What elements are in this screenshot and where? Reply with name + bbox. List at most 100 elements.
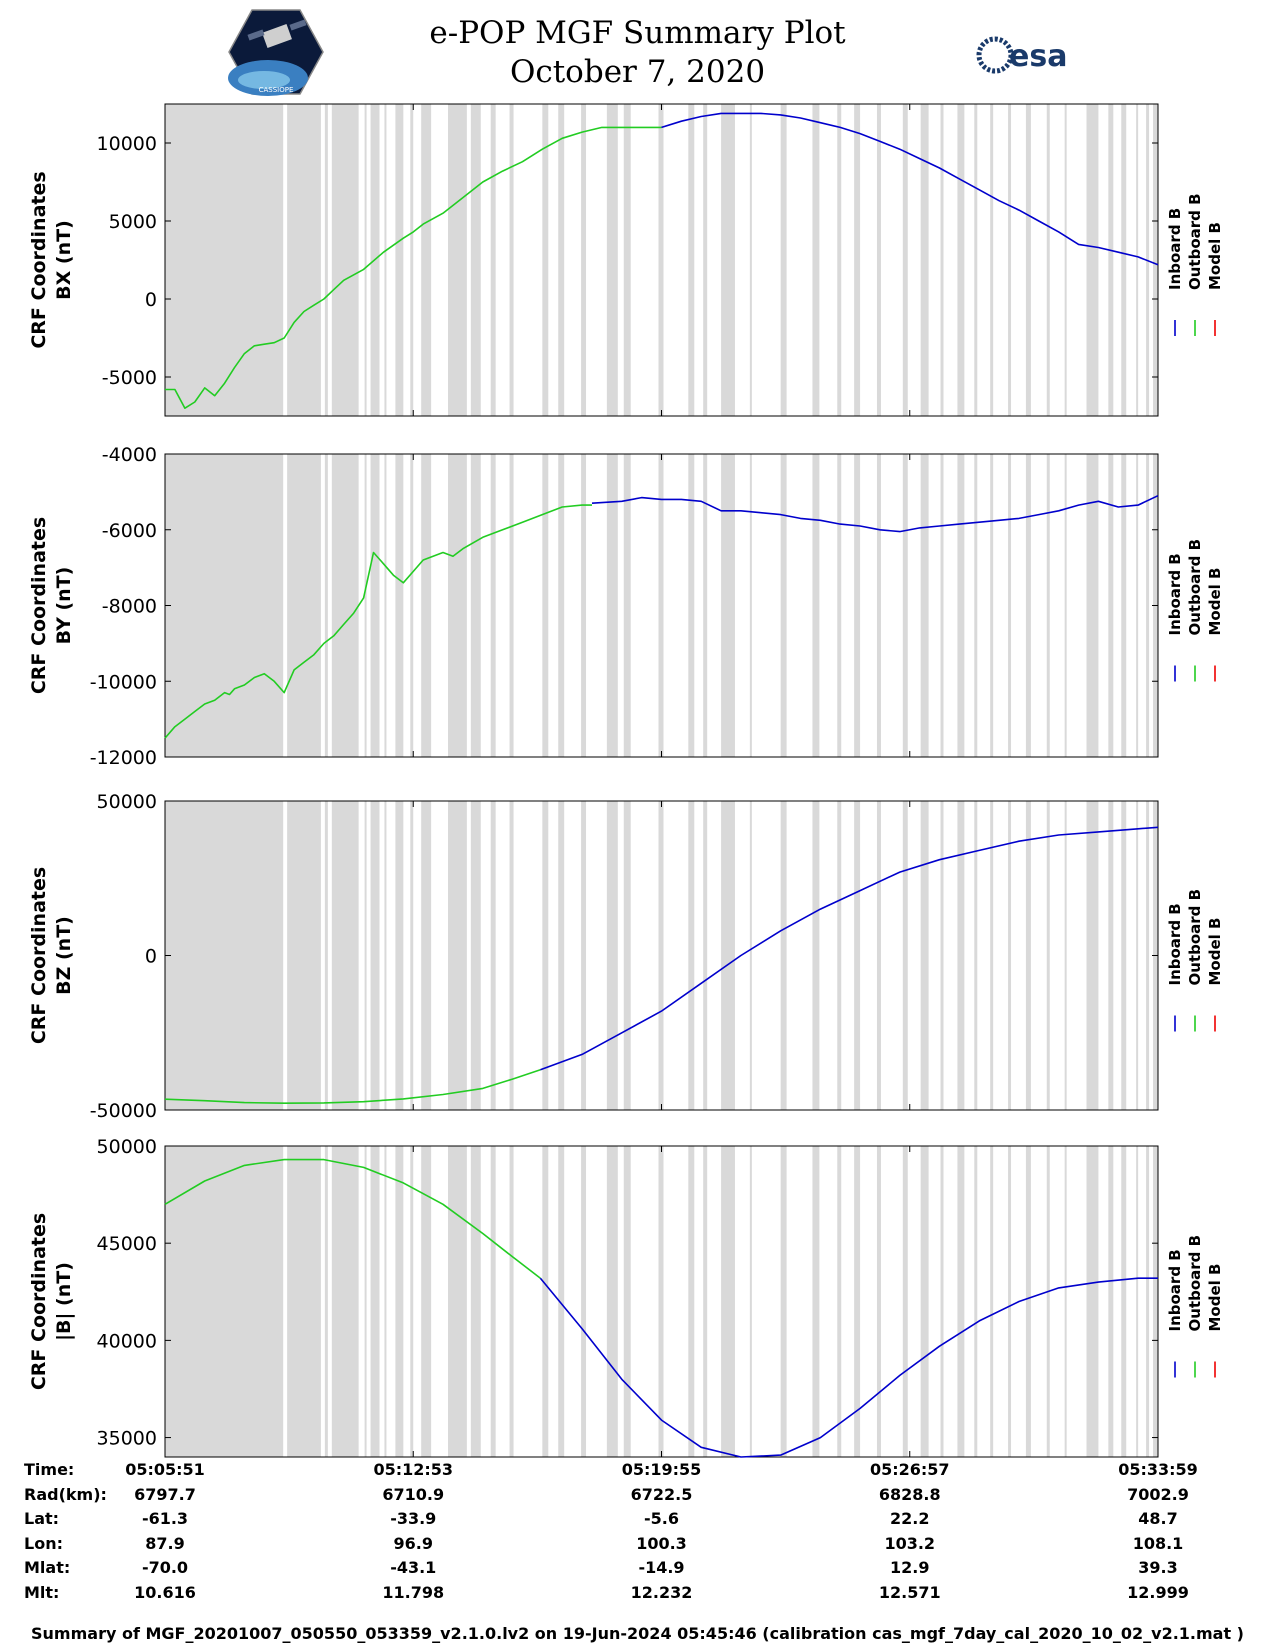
data-gap-band xyxy=(364,1146,367,1457)
legend-label-outboard-b: Outboard B xyxy=(1186,193,1204,290)
data-gap-band xyxy=(542,454,549,757)
data-gap-band xyxy=(421,1146,432,1457)
y-tick-label: -8000 xyxy=(102,596,157,618)
data-gap-band xyxy=(721,104,735,416)
cassiope-logo-text: CASSIOPE xyxy=(259,86,294,94)
data-gap-band xyxy=(920,104,929,416)
data-gap-band xyxy=(902,801,908,1110)
data-gap-band xyxy=(749,801,752,1110)
data-gap-band xyxy=(990,801,994,1110)
title-line-2: October 7, 2020 xyxy=(509,54,766,90)
info-cell: 6710.9 xyxy=(382,1484,445,1504)
y-tick-label: 40000 xyxy=(97,1330,157,1352)
data-gap-band xyxy=(658,801,664,1110)
legend-label-model-b: Model B xyxy=(1206,1264,1224,1332)
info-cell: -43.1 xyxy=(390,1558,437,1577)
info-cell: 39.3 xyxy=(1138,1558,1178,1577)
data-gap-band xyxy=(1046,801,1050,1110)
data-gap-band xyxy=(1121,104,1127,416)
data-gap-band xyxy=(749,104,752,416)
data-gap-band xyxy=(384,104,387,416)
data-gap-band xyxy=(1086,104,1099,416)
data-gap-band xyxy=(509,104,514,416)
data-gap-band xyxy=(165,454,284,757)
data-gap-band xyxy=(558,1146,565,1457)
info-row-label: Lon: xyxy=(24,1533,63,1553)
data-gap-band xyxy=(410,1146,414,1457)
data-gap-band xyxy=(558,104,565,416)
data-gap-band xyxy=(410,454,414,757)
info-cell: 05:12:53 xyxy=(373,1460,454,1479)
data-gap-band xyxy=(606,104,618,416)
data-gap-band xyxy=(324,454,328,757)
data-gap-band xyxy=(721,1146,735,1457)
panel-legend: Inboard B Outboard B Model B xyxy=(1166,193,1224,336)
info-row-label: Mlt: xyxy=(24,1582,60,1602)
data-gap-band xyxy=(581,1146,587,1457)
data-gap-band xyxy=(780,104,787,416)
data-gap-band xyxy=(165,104,284,416)
data-gap-band xyxy=(395,801,404,1110)
info-cell: 12.9 xyxy=(890,1558,930,1577)
data-gap-band xyxy=(1146,801,1150,1110)
data-gap-band xyxy=(974,454,978,757)
data-gap-band xyxy=(490,454,496,757)
data-gap-band xyxy=(703,454,708,757)
panel-legend: Inboard B Outboard B Model B xyxy=(1166,1235,1224,1378)
data-gap-band xyxy=(812,104,820,416)
series-inboard-b xyxy=(591,494,1159,533)
data-gap-band xyxy=(940,801,944,1110)
data-gap-band xyxy=(165,801,284,1110)
info-cell: 6828.8 xyxy=(878,1484,941,1504)
data-gap-band xyxy=(876,454,881,757)
data-gap-band xyxy=(812,801,820,1110)
y-axis-label-line-1: CRF Coordinates xyxy=(28,171,50,348)
series-outboard-b xyxy=(164,504,592,739)
data-gap-band xyxy=(1153,104,1158,416)
panel-by: -12000 -10000 -8000 -6000 -4000 CRF Coordinat… xyxy=(28,444,1224,769)
data-gap-band xyxy=(854,1146,861,1457)
data-gap-band xyxy=(780,1146,787,1457)
data-gap-band xyxy=(920,801,929,1110)
data-gap-band xyxy=(957,801,965,1110)
data-gap-band xyxy=(1136,104,1139,416)
data-gap-band xyxy=(581,454,587,757)
data-gap-band xyxy=(410,801,414,1110)
data-gap-band xyxy=(854,801,861,1110)
y-axis-label-line-1: CRF Coordinates xyxy=(28,517,50,694)
data-gap-band xyxy=(581,104,587,416)
info-cell: -33.9 xyxy=(390,1509,437,1528)
data-gap-band xyxy=(370,801,380,1110)
info-cell: 05:05:51 xyxy=(125,1460,205,1479)
data-gap-band xyxy=(558,801,565,1110)
data-gap-band xyxy=(920,1146,929,1457)
data-gap-band xyxy=(470,104,481,416)
info-cell: 7002.9 xyxy=(1127,1484,1189,1504)
info-cell: -5.6 xyxy=(644,1509,679,1528)
y-axis-label-line-1: CRF Coordinates xyxy=(28,867,50,1044)
y-tick-label: 0 xyxy=(145,946,157,968)
series-inboard-b xyxy=(539,1277,1158,1458)
data-gap-band xyxy=(421,801,432,1110)
data-gap-band xyxy=(854,454,861,757)
data-gap-band xyxy=(957,104,965,416)
data-gap-band xyxy=(324,104,328,416)
y-tick-label: 0 xyxy=(145,289,157,311)
data-gap-band xyxy=(1108,454,1114,757)
data-gap-band xyxy=(780,454,787,757)
data-gap-band xyxy=(688,801,695,1110)
series-outboard-b xyxy=(165,126,662,409)
data-gap-band xyxy=(606,801,618,1110)
data-gap-band xyxy=(1121,1146,1127,1457)
legend-label-inboard-b: Inboard B xyxy=(1166,1249,1184,1331)
info-cell: -14.9 xyxy=(638,1558,685,1577)
series-inboard-b xyxy=(540,826,1159,1071)
data-gap-band xyxy=(370,1146,380,1457)
data-gap-band xyxy=(721,454,735,757)
info-cell: 10.616 xyxy=(134,1582,196,1602)
data-gap-band xyxy=(384,454,387,757)
data-gap-band xyxy=(688,1146,695,1457)
data-gap-band xyxy=(1064,454,1067,757)
info-cell: 6722.5 xyxy=(630,1484,693,1504)
info-row: Mlt: 10.616 11.798 12.232 12.571 12.999 xyxy=(0,1583,1275,1607)
